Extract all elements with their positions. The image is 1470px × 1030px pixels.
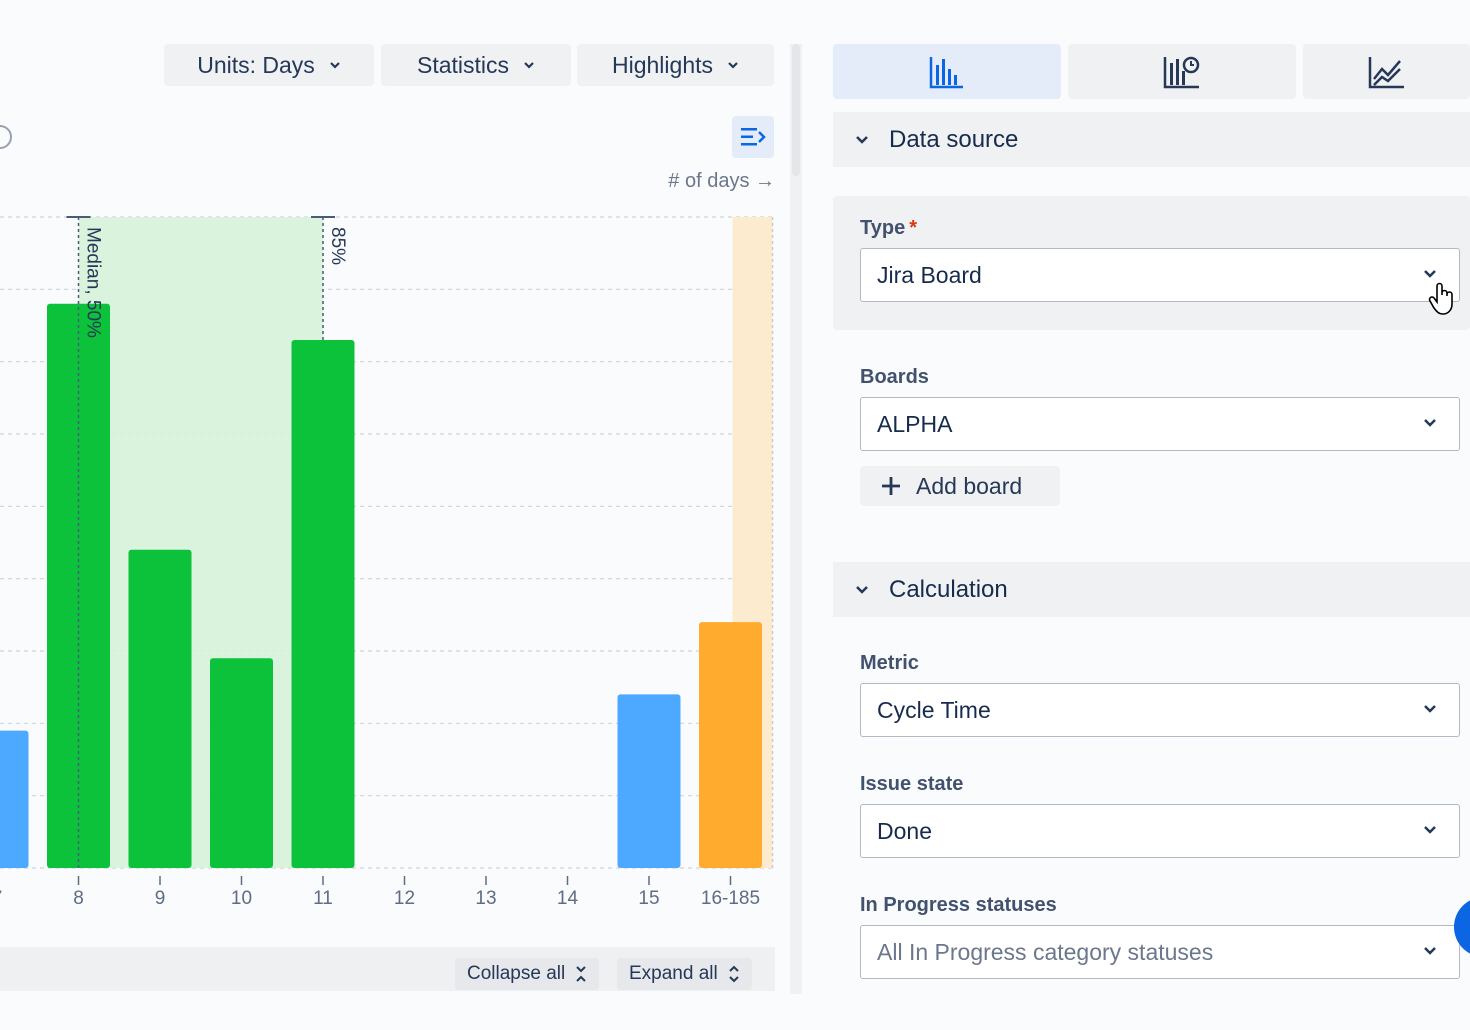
bar-chart-icon <box>929 56 963 88</box>
median-label: Median, 50% <box>83 227 104 338</box>
chevron-down-icon <box>1424 705 1436 713</box>
chevron-down-icon <box>1424 270 1436 278</box>
x-tick-label-8: 8 <box>73 888 84 909</box>
metric-label: Metric <box>860 652 919 674</box>
calculation-title: Calculation <box>889 575 1008 603</box>
x-tick-label-16-185: 16-185 <box>701 888 760 909</box>
x-tick-label-13: 13 <box>475 888 496 909</box>
data-source-section-header[interactable]: Data source <box>833 112 1470 167</box>
in-progress-value: All In Progress category statuses <box>877 938 1214 965</box>
required-mark: * <box>909 217 917 239</box>
tab-line-chart[interactable] <box>1303 44 1470 99</box>
metric-select[interactable]: Cycle Time <box>860 683 1460 737</box>
highlights-dropdown[interactable]: Highlights <box>577 44 774 86</box>
in-progress-label: In Progress statuses <box>860 894 1057 916</box>
tab-histogram-time[interactable] <box>1068 44 1296 99</box>
bar-7 <box>0 730 29 868</box>
help-fab-button[interactable] <box>1454 897 1470 957</box>
expand-all-label: Expand all <box>629 963 718 984</box>
plus-icon <box>882 477 900 495</box>
statistics-label: Statistics <box>416 51 510 78</box>
legend-icon <box>741 128 766 146</box>
bar-9 <box>128 549 192 868</box>
collapse-all-button[interactable]: Collapse all <box>455 958 600 990</box>
percentile-markers: Median, 50% 85% <box>66 216 348 868</box>
bar-16-185 <box>699 622 762 868</box>
x-tick-label-9: 9 <box>155 888 166 909</box>
x-tick-label-14: 14 <box>557 888 579 909</box>
x-axis-ticks: 7 8 9 10 11 12 13 14 15 16-185 <box>0 876 760 909</box>
metric-value: Cycle Time <box>877 696 991 723</box>
units-label: Units: Days <box>197 51 315 78</box>
chevron-down-icon <box>856 135 868 144</box>
data-source-title: Data source <box>889 125 1019 153</box>
collapse-all-label: Collapse all <box>467 963 566 984</box>
scrollbar-thumb[interactable] <box>792 44 800 176</box>
calculation-section-header[interactable]: Calculation <box>833 562 1470 617</box>
p85-label: 85% <box>327 227 348 265</box>
chevron-down-icon <box>728 62 738 69</box>
info-icon[interactable] <box>0 125 12 149</box>
statistics-dropdown[interactable]: Statistics <box>381 44 571 86</box>
units-dropdown[interactable]: Units: Days <box>164 44 374 86</box>
add-board-label: Add board <box>916 472 1023 499</box>
chevron-down-icon <box>856 585 868 594</box>
boards-label: Boards <box>860 366 929 388</box>
hand-cursor-icon <box>1428 282 1453 315</box>
collapse-icon <box>576 966 586 982</box>
type-value: Jira Board <box>877 261 982 288</box>
issue-state-value: Done <box>877 817 932 844</box>
x-tick-label-11: 11 <box>313 888 333 909</box>
boards-value: ALPHA <box>877 410 953 437</box>
legend-toggle-button[interactable] <box>732 116 774 158</box>
chart-bars <box>0 303 762 868</box>
bar-10 <box>210 658 273 868</box>
chevron-down-icon <box>1424 947 1436 955</box>
line-chart-icon <box>1368 56 1404 88</box>
chevron-down-icon <box>524 62 534 69</box>
x-tick-label-10: 10 <box>231 888 252 909</box>
chevron-down-icon <box>330 62 340 69</box>
histogram-chart: Median, 50% 85% 7 8 9 10 11 12 13 14 15 16-185 <box>0 216 774 909</box>
issue-state-select[interactable]: Done <box>860 804 1460 858</box>
expand-icon <box>729 965 739 983</box>
x-tick-label-7: 7 <box>0 888 2 909</box>
bar-11 <box>291 339 355 868</box>
axis-hint: # of days → <box>668 170 775 192</box>
chevron-down-icon <box>1424 419 1436 427</box>
x-tick-label-15: 15 <box>638 888 659 909</box>
panel-divider[interactable] <box>790 44 802 994</box>
type-label: Type * <box>860 217 917 239</box>
in-progress-select[interactable]: All In Progress category statuses <box>860 925 1460 979</box>
x-tick-label-12: 12 <box>394 888 415 909</box>
type-select[interactable]: Jira Board <box>860 248 1460 302</box>
add-board-button[interactable]: Add board <box>860 466 1060 506</box>
chevron-down-icon <box>1424 826 1436 834</box>
bar-15 <box>617 694 681 868</box>
expand-all-button[interactable]: Expand all <box>617 958 752 990</box>
highlights-label: Highlights <box>612 51 713 78</box>
bar-chart-clock-icon <box>1163 56 1200 88</box>
boards-select[interactable]: ALPHA <box>860 397 1460 451</box>
issue-state-label: Issue state <box>860 773 964 795</box>
percentile-band <box>78 217 323 868</box>
tab-histogram[interactable] <box>833 44 1061 99</box>
